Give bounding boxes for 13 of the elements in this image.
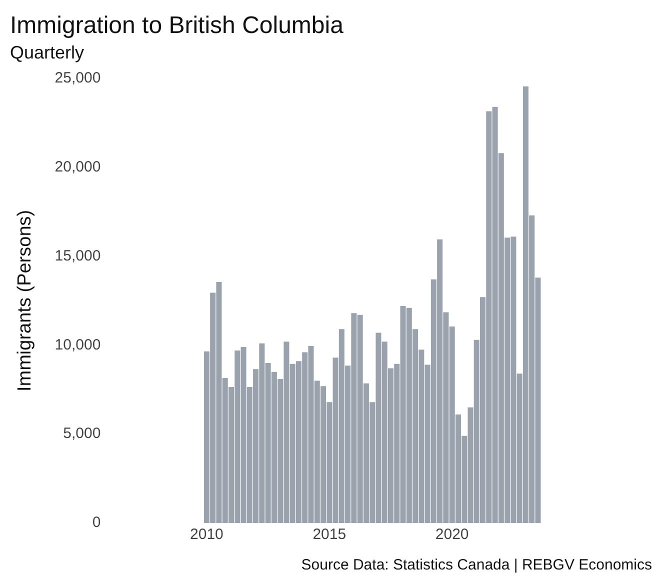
y-tick-label: 5,000 <box>63 425 101 442</box>
y-tick-label: 20,000 <box>54 158 101 176</box>
x-tick-label: 2020 <box>435 526 469 544</box>
x-tick-label: 2010 <box>190 526 224 544</box>
y-tick-label: 25,000 <box>54 70 101 87</box>
chart-title: Immigration to British Columbia <box>10 12 344 40</box>
y-tick-label: 0 <box>92 514 101 532</box>
x-tick-label: 2015 <box>312 526 346 544</box>
y-axis-title: Immigrants (Persons) <box>14 210 36 392</box>
y-tick-label: 10,000 <box>54 336 101 354</box>
y-tick-label: 15,000 <box>54 247 101 264</box>
text: Quarterly <box>10 42 84 63</box>
source-note: Source Data: Statistics Canada | REBGV Economics <box>301 556 652 574</box>
